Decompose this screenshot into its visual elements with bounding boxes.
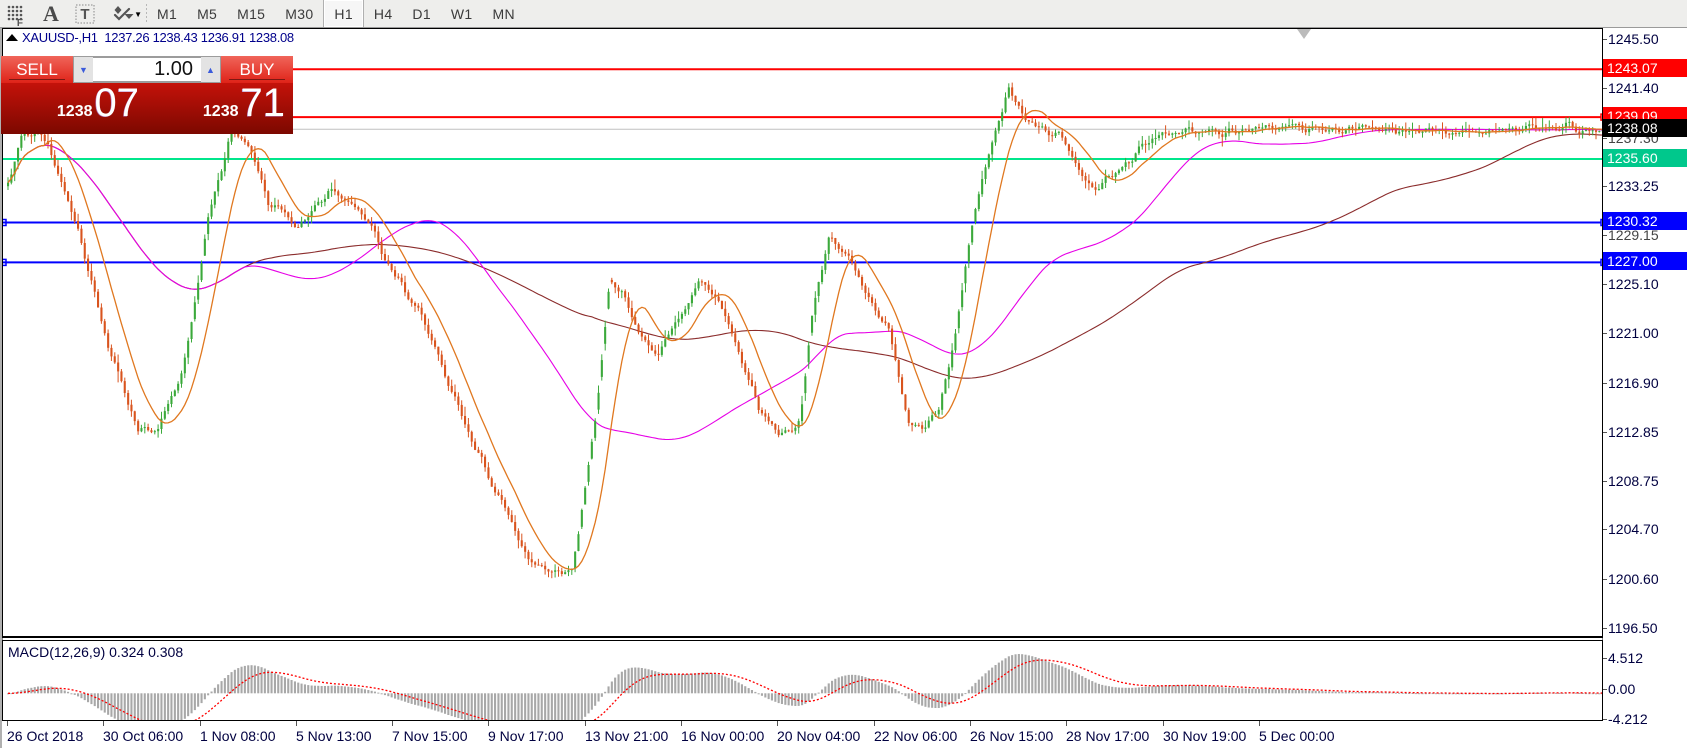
svg-text:T: T [80,6,89,23]
